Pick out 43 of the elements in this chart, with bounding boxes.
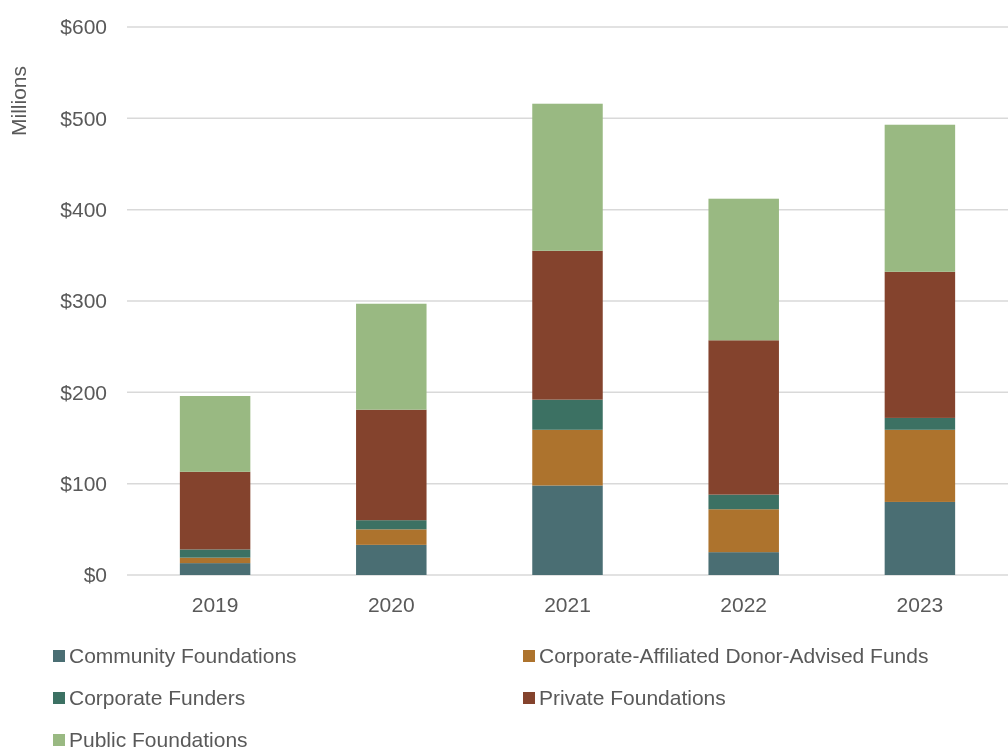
legend-label: Public Foundations — [69, 728, 248, 749]
y-axis-title: Millions — [7, 65, 30, 137]
bar — [708, 340, 779, 495]
y-tick-label: $200 — [60, 380, 107, 404]
bar — [532, 103, 603, 251]
bar — [884, 271, 956, 418]
x-tick-label: 2020 — [367, 593, 415, 617]
legend-label: Private Foundations — [539, 686, 726, 710]
bar — [532, 250, 603, 400]
y-tick-label: $600 — [60, 15, 107, 39]
legend-label: Corporate-Affiliated Donor-Advised Funds — [539, 644, 929, 668]
bar — [179, 557, 251, 564]
legend-label: Corporate Funders — [69, 686, 246, 710]
bar — [532, 429, 603, 486]
bar — [708, 494, 779, 510]
bar — [356, 303, 427, 410]
bar — [179, 471, 251, 550]
bar — [179, 563, 251, 575]
legend-label: Community Foundations — [69, 644, 297, 668]
bar — [884, 501, 956, 575]
bar — [356, 529, 427, 545]
x-tick-label: 2023 — [896, 593, 944, 617]
bar — [179, 395, 251, 472]
bar — [356, 409, 427, 521]
bar — [179, 549, 251, 558]
bar — [532, 399, 603, 430]
y-tick-label: $500 — [60, 106, 107, 130]
x-tick-label: 2021 — [544, 593, 591, 617]
bar — [708, 198, 779, 341]
x-tick-label: 2022 — [720, 593, 768, 617]
bar — [708, 509, 779, 553]
y-tick-label: $0 — [83, 563, 107, 587]
bar — [356, 520, 427, 530]
bar — [532, 485, 603, 575]
bar — [884, 429, 956, 502]
bar — [884, 417, 956, 430]
y-tick-label: $100 — [60, 472, 107, 496]
bar — [884, 124, 956, 272]
y-tick-label: $300 — [60, 289, 107, 313]
bar — [708, 552, 779, 575]
x-tick-label: 2019 — [191, 593, 239, 617]
y-tick-label: $400 — [60, 198, 107, 222]
bar — [356, 544, 427, 575]
